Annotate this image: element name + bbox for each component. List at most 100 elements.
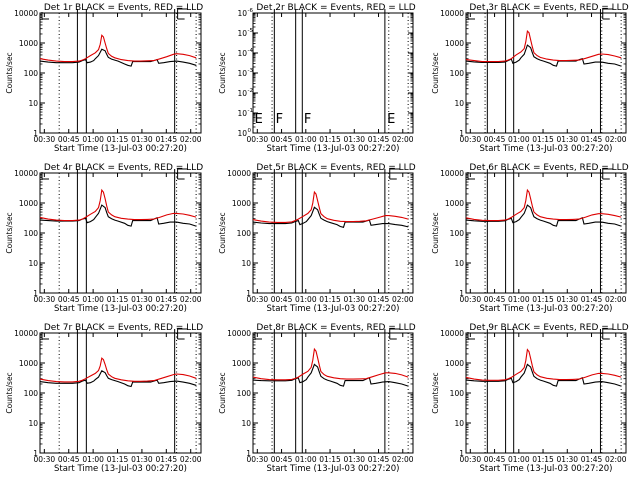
x-tick-label: 00:45	[271, 455, 293, 464]
x-tick-label: 00:30	[460, 455, 482, 464]
y-axis-label: Counts/sec	[5, 52, 14, 93]
x-tick-label: 01:15	[107, 295, 129, 304]
plot-panel-4: Det 4r BLACK = Events, RED = LLD 1 10 100 10…	[5, 163, 203, 314]
interval-bracket	[467, 12, 475, 20]
x-tick-label: 01:45	[581, 135, 603, 144]
interval-bracket	[602, 8, 613, 20]
x-tick-label: 02:00	[392, 295, 414, 304]
x-tick-label: 00:30	[34, 455, 56, 464]
y-tick-label: 1000	[19, 39, 38, 48]
x-tick-label: 01:45	[368, 295, 390, 304]
x-tick-label: 01:15	[107, 455, 129, 464]
y-tick-label: 10	[241, 419, 251, 428]
y-tick-label: 1000	[232, 359, 251, 368]
y-tick-label: 1	[459, 129, 464, 138]
x-tick-label: 00:45	[58, 455, 80, 464]
plot-title: Det 3r BLACK = Events, RED = LLD	[469, 3, 628, 13]
y-tick-label: 1	[33, 129, 38, 138]
x-tick-label: 00:30	[460, 135, 482, 144]
x-tick-label: 02:00	[180, 455, 202, 464]
series-line-lld	[252, 347, 409, 381]
x-tick-label: 00:45	[484, 135, 506, 144]
x-tick-label: 01:30	[343, 455, 365, 464]
x-tick-label: 01:30	[343, 295, 365, 304]
interval-bracket	[41, 172, 49, 180]
x-axis-label: Start Time (13-Jul-03 00:27:20)	[267, 464, 400, 474]
y-axis-label: Counts/sec	[5, 212, 14, 253]
x-tick-label: 01:45	[368, 135, 390, 144]
y-tick-label: 10000	[227, 329, 251, 338]
x-axis-label: Start Time (13-Jul-03 00:27:20)	[480, 144, 613, 154]
plot-title: Det 4r BLACK = Events, RED = LLD	[44, 163, 203, 173]
x-tick-label: 02:00	[180, 135, 202, 144]
y-tick-exponent: -4	[248, 48, 254, 54]
interval-bracket	[177, 328, 188, 340]
x-tick-label: 01:15	[532, 135, 554, 144]
plot-panel-3: Det 3r BLACK = Events, RED = LLD 1 10 100 10…	[431, 3, 629, 154]
y-tick-label: 10000	[14, 9, 38, 18]
y-axis-label: Counts/sec	[218, 372, 227, 413]
y-tick-exponent: -3	[248, 68, 254, 74]
y-tick-label: 10000	[14, 329, 38, 338]
series-line-lld	[39, 34, 197, 63]
annotation-label: F	[276, 112, 283, 127]
y-tick-label: 10000	[440, 169, 464, 178]
series-line-lld	[39, 188, 197, 222]
y-axis-label: Counts/sec	[431, 372, 440, 413]
plot-title: Det 6r BLACK = Events, RED = LLD	[469, 163, 628, 173]
plot-panel-9: Det 9r BLACK = Events, RED = LLD 1 10 100 10…	[431, 323, 629, 474]
x-tick-label: 01:30	[556, 295, 578, 304]
x-tick-label: 01:45	[155, 135, 177, 144]
x-tick-label: 01:00	[82, 135, 104, 144]
x-tick-label: 00:45	[271, 295, 293, 304]
y-tick-label: 100	[237, 229, 252, 238]
x-tick-label: 01:15	[532, 455, 554, 464]
x-tick-label: 01:15	[319, 295, 341, 304]
y-axis-label: Counts/sec	[431, 52, 440, 93]
y-tick-label: 100	[450, 69, 465, 78]
y-tick-exponent: -5	[248, 28, 254, 34]
x-tick-label: 00:30	[34, 295, 56, 304]
y-axis-label: Counts/sec	[431, 212, 440, 253]
series-line-events	[465, 204, 622, 227]
interval-bracket	[467, 172, 475, 180]
x-tick-label: 01:45	[155, 295, 177, 304]
y-tick-label: 10	[28, 99, 38, 108]
y-tick-label: 100	[24, 389, 39, 398]
x-tick-label: 00:45	[58, 295, 80, 304]
x-tick-label: 01:30	[131, 135, 153, 144]
x-tick-label: 02:00	[392, 455, 414, 464]
y-tick-label: 10	[454, 259, 464, 268]
x-axis-label: Start Time (13-Jul-03 00:27:20)	[267, 144, 400, 154]
series-line-events	[465, 363, 622, 387]
plot-title: Det 9r BLACK = Events, RED = LLD	[469, 323, 628, 333]
x-tick-label: 02:00	[605, 295, 627, 304]
x-tick-label: 01:30	[556, 135, 578, 144]
y-tick-label: 1000	[232, 199, 251, 208]
plot-panel-6: Det 6r BLACK = Events, RED = LLD 1 10 100 10…	[431, 163, 629, 314]
x-tick-label: 02:00	[392, 135, 414, 144]
interval-bracket	[602, 168, 613, 180]
plot-title: Det 2r BLACK = Events, RED = LLD	[256, 3, 415, 13]
y-tick-label: 10	[237, 129, 247, 138]
x-tick-label: 01:00	[508, 135, 530, 144]
x-tick-label: 01:00	[295, 295, 317, 304]
x-tick-label: 00:30	[34, 135, 56, 144]
interval-bracket	[602, 328, 613, 340]
x-tick-label: 00:30	[247, 295, 269, 304]
y-tick-label: 1000	[445, 39, 464, 48]
plot-title: Det 7r BLACK = Events, RED = LLD	[44, 323, 203, 333]
plot-title: Det 5r BLACK = Events, RED = LLD	[256, 163, 415, 173]
y-tick-label: 1000	[445, 199, 464, 208]
y-tick-label: 10	[237, 89, 247, 98]
y-tick-label: 10	[237, 109, 247, 118]
y-tick-label: 10000	[227, 169, 251, 178]
series-line-events	[39, 370, 197, 388]
x-axis-label: Start Time (13-Jul-03 00:27:20)	[480, 304, 613, 314]
interval-bracket	[389, 328, 400, 340]
series-line-events	[252, 206, 409, 228]
interval-bracket	[467, 332, 475, 340]
x-tick-label: 01:15	[319, 135, 341, 144]
y-tick-label: 10000	[440, 9, 464, 18]
